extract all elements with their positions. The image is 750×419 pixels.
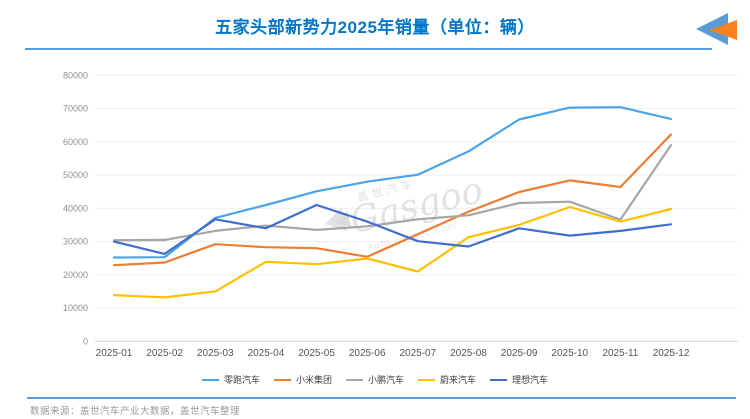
y-axis-tick-label: 80000 — [63, 70, 88, 80]
data-source-note: 数据来源：盖世汽车产业大数据，盖世汽车整理 — [30, 406, 241, 417]
y-axis-tick-label: 0 — [83, 336, 88, 346]
x-axis-tick-label: 2025-06 — [349, 348, 386, 359]
legend-line-marker — [345, 378, 363, 381]
series-line-nio — [112, 205, 673, 299]
x-axis-tick-label: 2025-02 — [146, 348, 183, 359]
footer-divider — [27, 397, 736, 399]
x-axis-tick-label: 2025-07 — [399, 348, 436, 359]
legend-item-leapmotor: 零跑汽车 — [201, 373, 260, 386]
x-axis-tick-label: 2025-08 — [450, 348, 487, 359]
legend-label: 理想汽车 — [512, 375, 549, 385]
y-axis-tick-label: 40000 — [63, 203, 88, 213]
y-axis-tick-label: 50000 — [63, 170, 88, 180]
y-axis-tick-label: 70000 — [63, 104, 88, 114]
page-title: 五家头部新势力2025年销量（单位：辆） — [215, 18, 535, 37]
x-axis-tick-label: 2025-05 — [298, 348, 335, 359]
legend-line-marker — [418, 378, 435, 381]
legend-line-marker — [201, 378, 219, 381]
x-axis-tick-label: 2025-12 — [653, 348, 690, 359]
legend-item-xpeng: 小鹏汽车 — [345, 373, 404, 386]
series-line-xpeng — [112, 144, 673, 242]
x-axis-tick-label: 2025-01 — [96, 348, 133, 359]
series-line-xiaomi — [112, 133, 673, 267]
legend-line-marker — [273, 378, 291, 381]
x-axis-tick-label: 2025-10 — [551, 348, 588, 359]
chart-legend: 零跑汽车 小米集团 小鹏汽车 蔚来汽车 理想汽车 — [0, 373, 750, 386]
legend-line-marker — [490, 378, 508, 381]
legend-label: 小米集团 — [295, 375, 332, 385]
legend-item-li-auto: 理想汽车 — [490, 373, 548, 386]
y-axis-tick-label: 10000 — [63, 303, 88, 313]
legend-item-xiaomi: 小米集团 — [273, 373, 332, 386]
y-axis-tick-label: 30000 — [63, 237, 88, 247]
legend-label: 蔚来汽车 — [440, 375, 477, 385]
y-axis-tick-label: 60000 — [63, 137, 88, 147]
legend-label: 小鹏汽车 — [367, 375, 404, 385]
sales-line-chart: 0 10000 20000 30000 40000 50000 60000 70000 8000… — [63, 70, 738, 359]
series-line-li-auto — [112, 203, 673, 255]
x-axis-tick-label: 2025-09 — [501, 348, 538, 359]
x-axis-tick-label: 2025-04 — [248, 348, 285, 359]
x-axis-tick-label: 2025-11 — [602, 348, 638, 359]
gasgoo-logo-icon — [696, 13, 737, 45]
y-axis-tick-label: 20000 — [63, 270, 88, 280]
legend-item-nio: 蔚来汽车 — [418, 373, 476, 386]
header-divider — [25, 48, 712, 50]
legend-label: 零跑汽车 — [223, 375, 260, 385]
x-axis-tick-label: 2025-03 — [197, 348, 234, 359]
